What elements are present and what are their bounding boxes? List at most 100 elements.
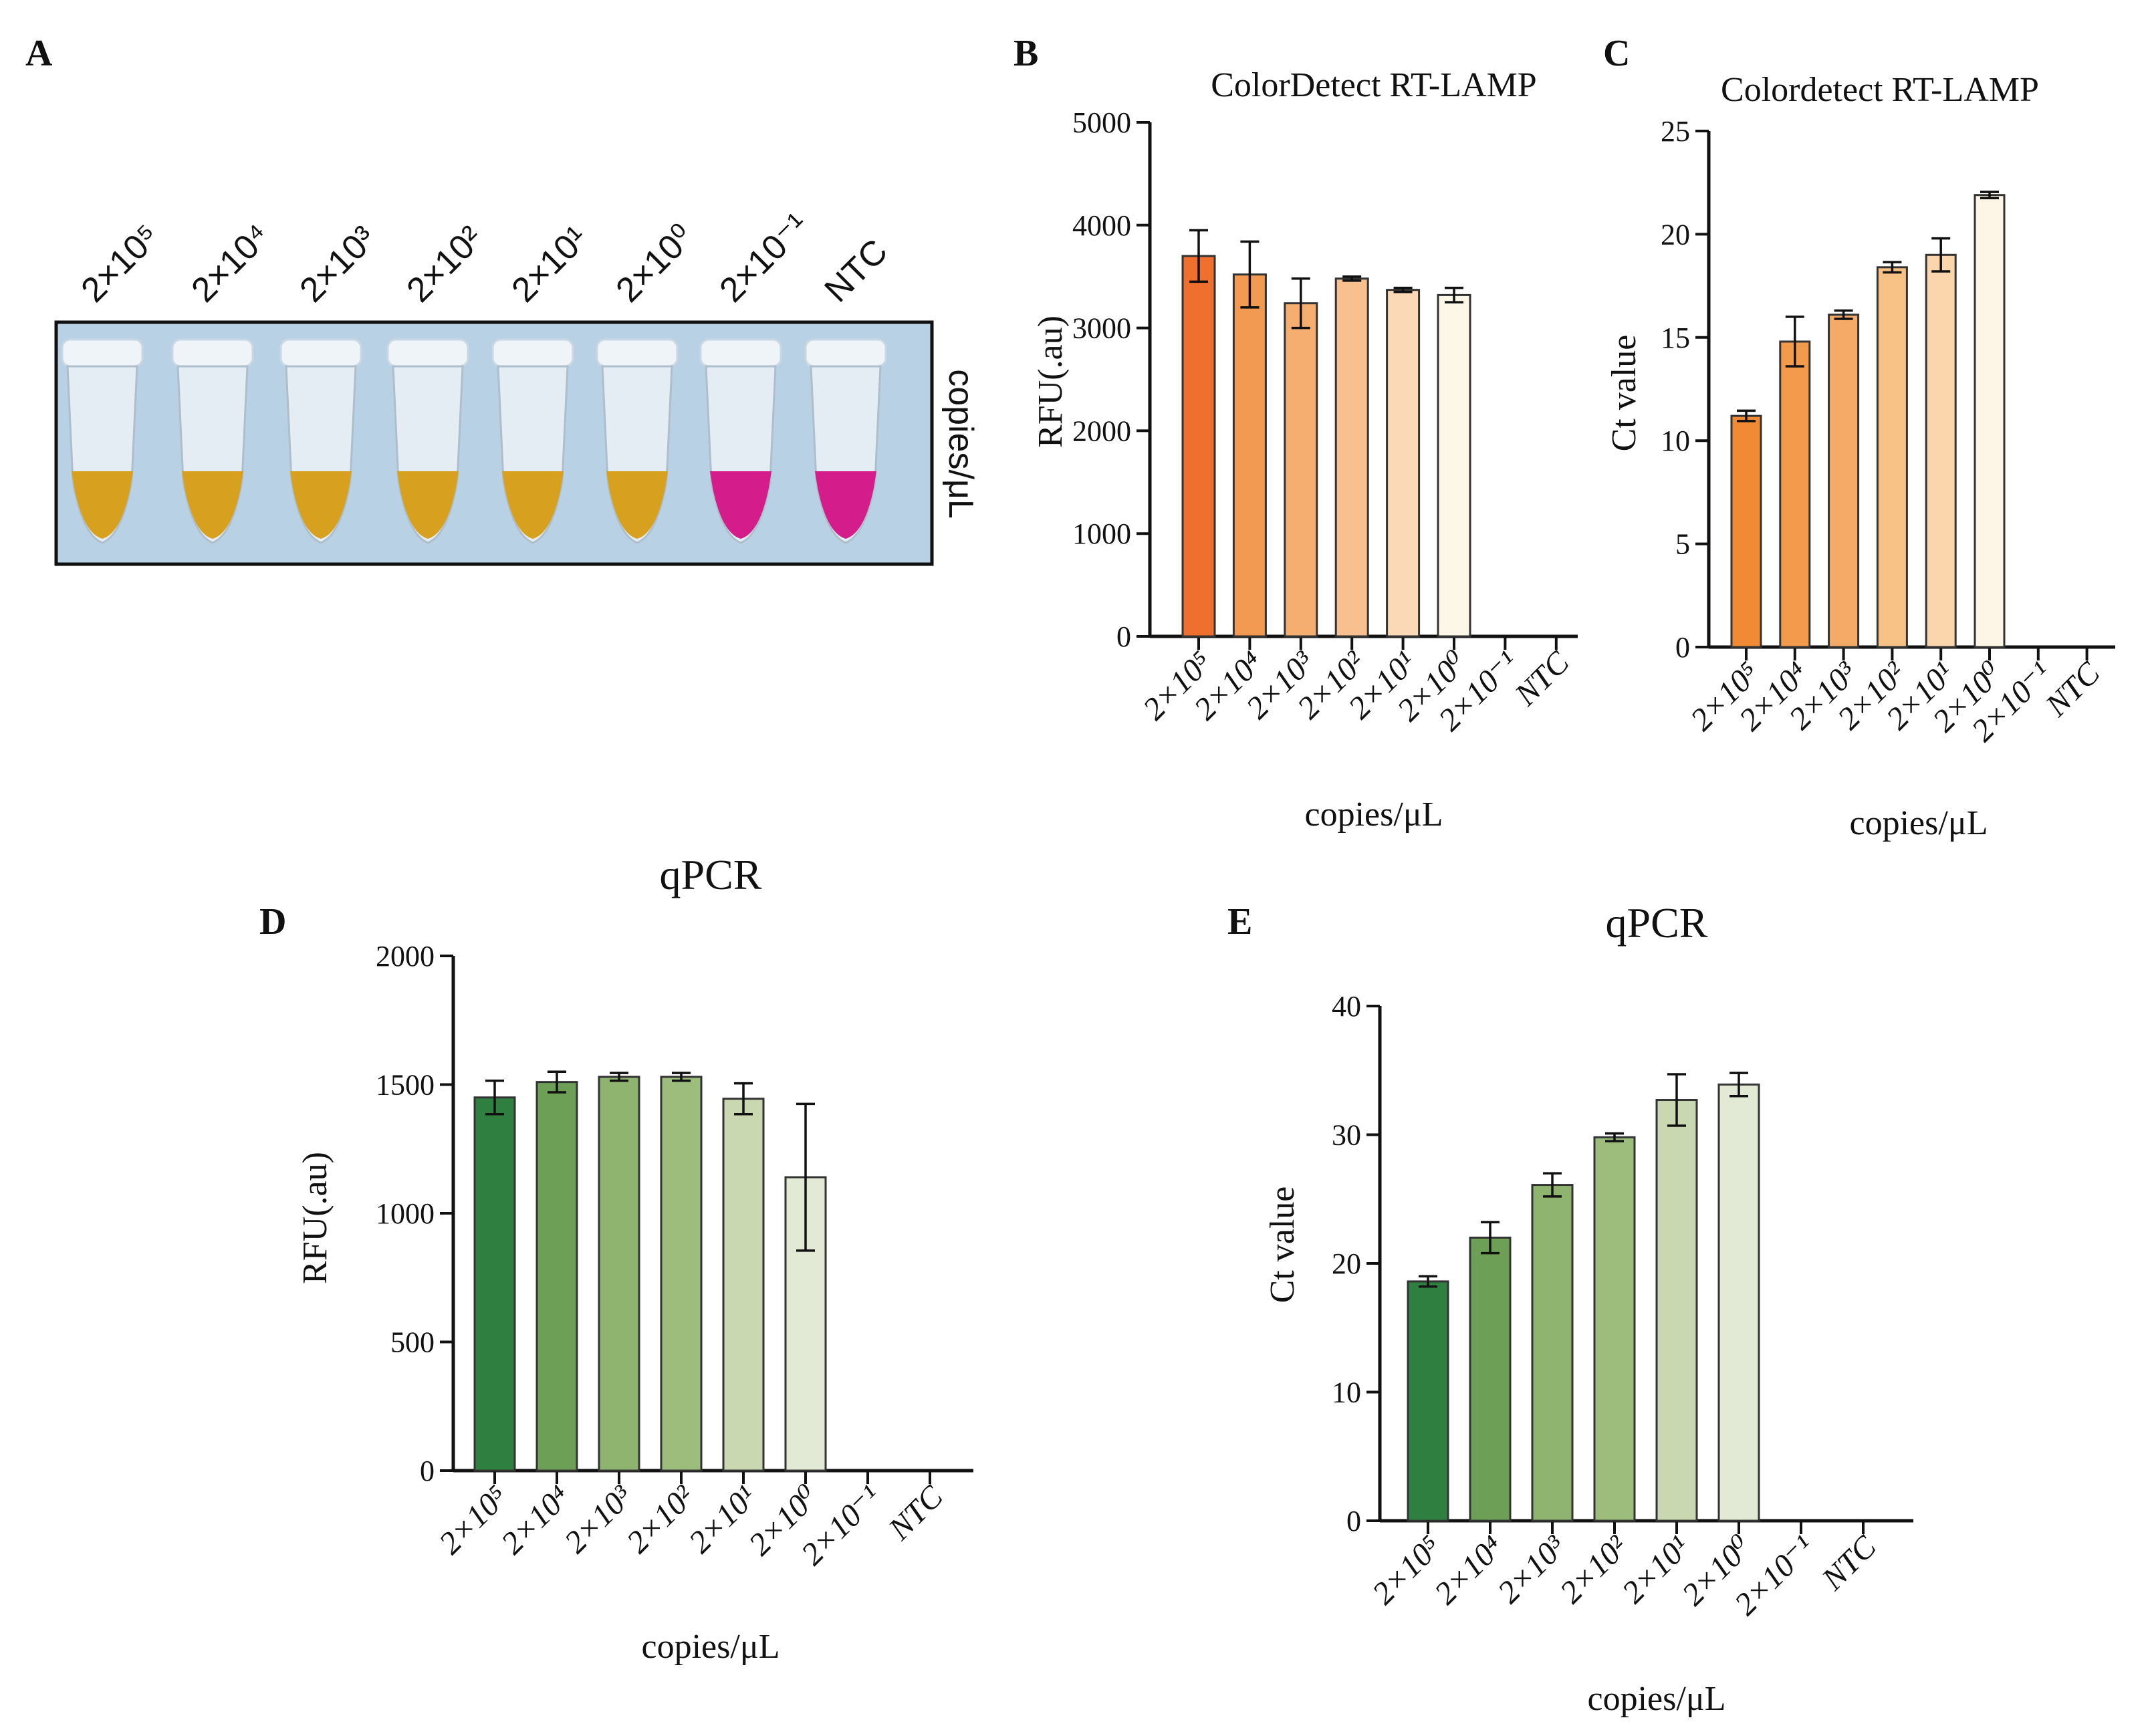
panel-label-d: D [259,901,286,943]
y-tick-label: 10 [1661,424,1690,457]
tube-liquid [815,471,876,539]
tube-liquid [72,471,133,539]
tube-side-label: copies/μL [941,369,980,519]
y-tick-label: 30 [1332,1119,1361,1152]
chart-d-title: qPCR [660,851,762,898]
y-tick-label: 0 [1675,631,1690,664]
tube-label: 2×10⁰ [608,217,701,310]
y-tick-label: 500 [390,1326,435,1359]
tube [386,338,469,544]
bar [1469,1237,1512,1522]
x-tick-label: 2×10⁵ [433,1479,515,1561]
chart-d-xlabel: copies/μL [642,1628,780,1666]
tube-cap [279,338,362,368]
chart-e-plot: 0102030402×10⁵2×10⁴2×10³2×10²2×10¹2×10⁰2… [1332,990,1913,1622]
tube-row [61,338,887,544]
x-tick-label: 2×10¹ [1615,1529,1696,1610]
bar [1531,1184,1574,1522]
panel-label-c: C [1603,33,1630,74]
tube-label: 2×10⁻¹ [712,206,816,309]
tube-liquid [710,471,771,539]
y-tick-label: 5 [1675,528,1690,561]
y-tick-label: 1000 [1072,517,1131,550]
chart-c-title: Colordetect RT-LAMP [1721,71,2039,109]
bar [1925,253,1957,648]
bar [1232,273,1267,638]
bar [1828,314,1860,648]
tube-liquid [502,471,564,539]
bar [1334,277,1369,638]
bar [1437,293,1471,638]
x-tick-label: 2×10¹ [682,1479,763,1560]
y-tick-label: 5000 [1072,106,1131,139]
tube [171,338,254,544]
tube-label: NTC [817,232,895,310]
panel-e: E qPCR Ct value copies/μL 0 10 20 30 40 2×10⁵… [1227,899,1913,1718]
x-tick-label: 2×10⁴ [1428,1529,1510,1611]
bar [1876,266,1908,648]
tube-liquid [606,471,668,539]
x-tick-label: NTC [1508,644,1576,713]
chart-d-plot: 0 500 1000 1500 2000 2×10⁵2×10⁴2×10³2×10²2×10… [376,940,973,1572]
bar [660,1076,703,1472]
bar [1284,302,1318,638]
y-tick-label: 25 [1661,115,1690,148]
y-tick-label: 4000 [1072,209,1131,242]
x-tick-label: 2×10² [620,1478,702,1560]
y-tick-label: 40 [1332,990,1361,1023]
bar [535,1081,578,1472]
tube-cap [386,338,469,368]
bar [1974,194,2006,648]
x-tick-label: 2×10² [1553,1528,1635,1610]
bar [1655,1099,1698,1522]
tube-cap [171,338,254,368]
tube-label: 2×10² [399,219,490,309]
x-tick-label: 2×10³ [558,1479,639,1560]
bar [1593,1136,1636,1522]
bar [1730,414,1762,648]
tube [804,338,887,544]
y-tick-label: 0 [420,1455,435,1487]
tube-label: 2×10⁴ [184,217,277,310]
bar [598,1076,640,1472]
tube-liquid [397,471,459,539]
tube-cap [596,338,679,368]
tube-liquid [290,471,352,539]
bar [1779,340,1811,648]
y-tick-label: 1000 [376,1197,435,1230]
tube-cap [804,338,887,368]
chart-c-xlabel: copies/μL [1850,804,1988,842]
x-tick-label: 2×10⁴ [495,1479,577,1561]
panel-label-e: E [1227,901,1252,943]
y-tick-label: 20 [1661,218,1690,251]
x-tick-label: NTC [881,1479,950,1547]
y-tick-label: 20 [1332,1247,1361,1280]
tube-labels: 2×10⁵ 2×10⁴ 2×10³ 2×10² 2×10¹ 2×10⁰ 2×10⁻¹ NTC [74,206,895,309]
chart-b-plot: 0100020003000400050002×10⁵2×10⁴2×10³2×10… [1072,106,1578,738]
bar [1407,1280,1449,1522]
x-tick-label: 2×10⁵ [1366,1529,1448,1611]
y-tick-label: 2000 [1072,414,1131,447]
tube-label: 2×10³ [292,219,383,309]
bar [1181,255,1216,638]
tube-liquid [182,471,243,539]
y-tick-label: 1500 [376,1069,435,1102]
panel-a: A 2×10⁵ 2×10⁴ 2×10³ 2×10² 2×10¹ 2×10⁰ 2×10⁻¹ NT… [25,33,980,566]
tube [61,338,144,544]
chart-b-title: ColorDetect RT-LAMP [1211,66,1536,104]
y-tick-label: 0 [1346,1505,1361,1537]
chart-d-ylabel: RFU(.au) [296,1152,334,1284]
y-tick-label: 0 [1116,620,1131,653]
panel-d: D qPCR RFU(.au) copies/μL 0 500 1000 1500 20… [259,851,973,1666]
chart-e-ylabel: Ct value [1264,1187,1302,1304]
y-tick-label: 3000 [1072,312,1131,345]
tube-label: 2×10¹ [504,219,595,309]
x-tick-label: 2×10³ [1491,1529,1572,1610]
panel-label-b: B [1013,33,1038,74]
bar [1386,289,1421,638]
chart-e-title: qPCR [1606,899,1708,947]
panel-b: B ColorDetect RT-LAMP RFU(.au) copies/μL… [1013,33,1578,834]
tube-cap [61,338,144,368]
panel-c: C Colordetect RT-LAMP Ct value copies/μL… [1603,33,2115,842]
y-tick-label: 15 [1661,322,1690,354]
